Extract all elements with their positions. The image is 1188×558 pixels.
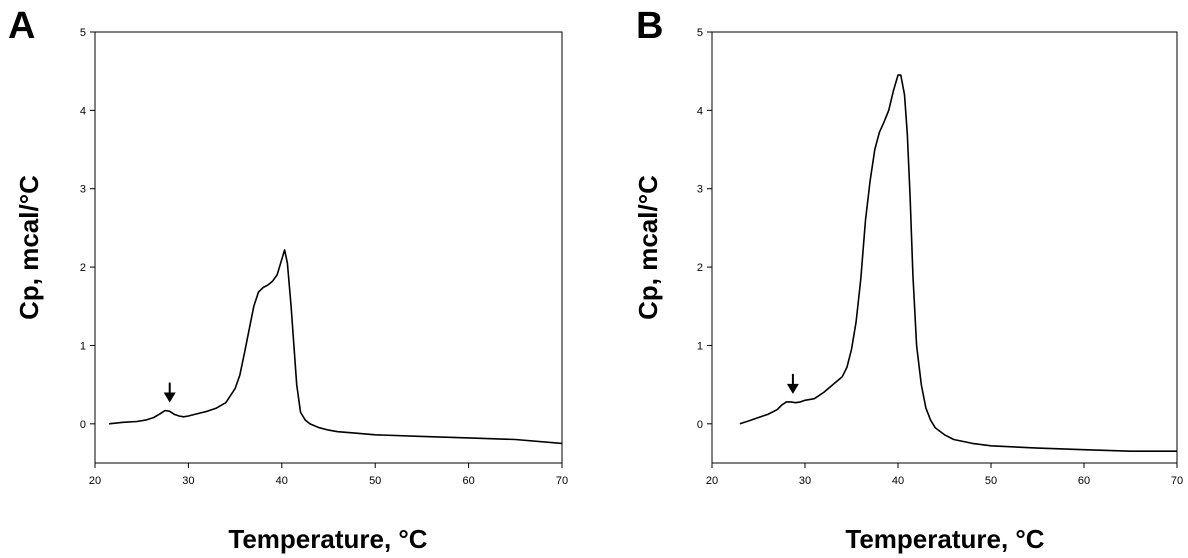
x-tick-label: 60	[462, 475, 474, 487]
x-tick-label: 40	[892, 475, 904, 487]
panel-b: B 0 1 2 3 4 5 20 30 40 50 60 70 Temperature, °C Cp, mc…	[633, 5, 1183, 554]
x-tick-label: 70	[1171, 475, 1183, 487]
y-tick-label: 0	[80, 419, 86, 431]
y-tick-label: 4	[697, 105, 703, 117]
series-line	[739, 74, 1177, 452]
y-tick-label: 3	[697, 184, 703, 196]
y-tick-label: 1	[697, 340, 703, 352]
y-tick-label: 4	[80, 105, 86, 117]
x-tick-label: 60	[1078, 475, 1090, 487]
y-axis-title: Cp, mcal/°C	[14, 175, 44, 320]
panel-label: A	[8, 5, 35, 47]
plot-frame	[94, 31, 563, 464]
arrow-annotation-icon	[786, 373, 799, 394]
arrow-annotation-icon	[163, 382, 176, 403]
x-tick-label: 50	[985, 475, 997, 487]
plot-frame	[711, 31, 1178, 464]
y-tick-label: 5	[697, 27, 703, 39]
y-tick-label: 1	[80, 340, 86, 352]
arrow-head	[163, 392, 176, 403]
x-axis-title: Temperature, °C	[845, 524, 1044, 554]
y-tick-label: 2	[697, 262, 703, 274]
x-tick-label: 30	[182, 475, 194, 487]
y-tick-label: 3	[80, 184, 86, 196]
x-axis-title: Temperature, °C	[228, 524, 427, 554]
series-line	[108, 249, 563, 445]
y-tick-label: 0	[697, 419, 703, 431]
y-tick-label: 2	[80, 262, 86, 274]
y-tick-label: 5	[80, 27, 86, 39]
x-tick-label: 20	[706, 475, 718, 487]
x-tick-label: 50	[369, 475, 381, 487]
panel-a: A 0 1 2 3 4 5 20 30 40 50 60 70 Temperature, °C Cp, mc…	[8, 5, 568, 554]
x-tick-label: 70	[556, 475, 568, 487]
panel-label: B	[636, 5, 663, 47]
x-tick-label: 30	[799, 475, 811, 487]
arrow-head	[786, 383, 799, 394]
x-tick-label: 20	[89, 475, 101, 487]
y-axis-title: Cp, mcal/°C	[633, 175, 663, 320]
x-tick-label: 40	[276, 475, 288, 487]
